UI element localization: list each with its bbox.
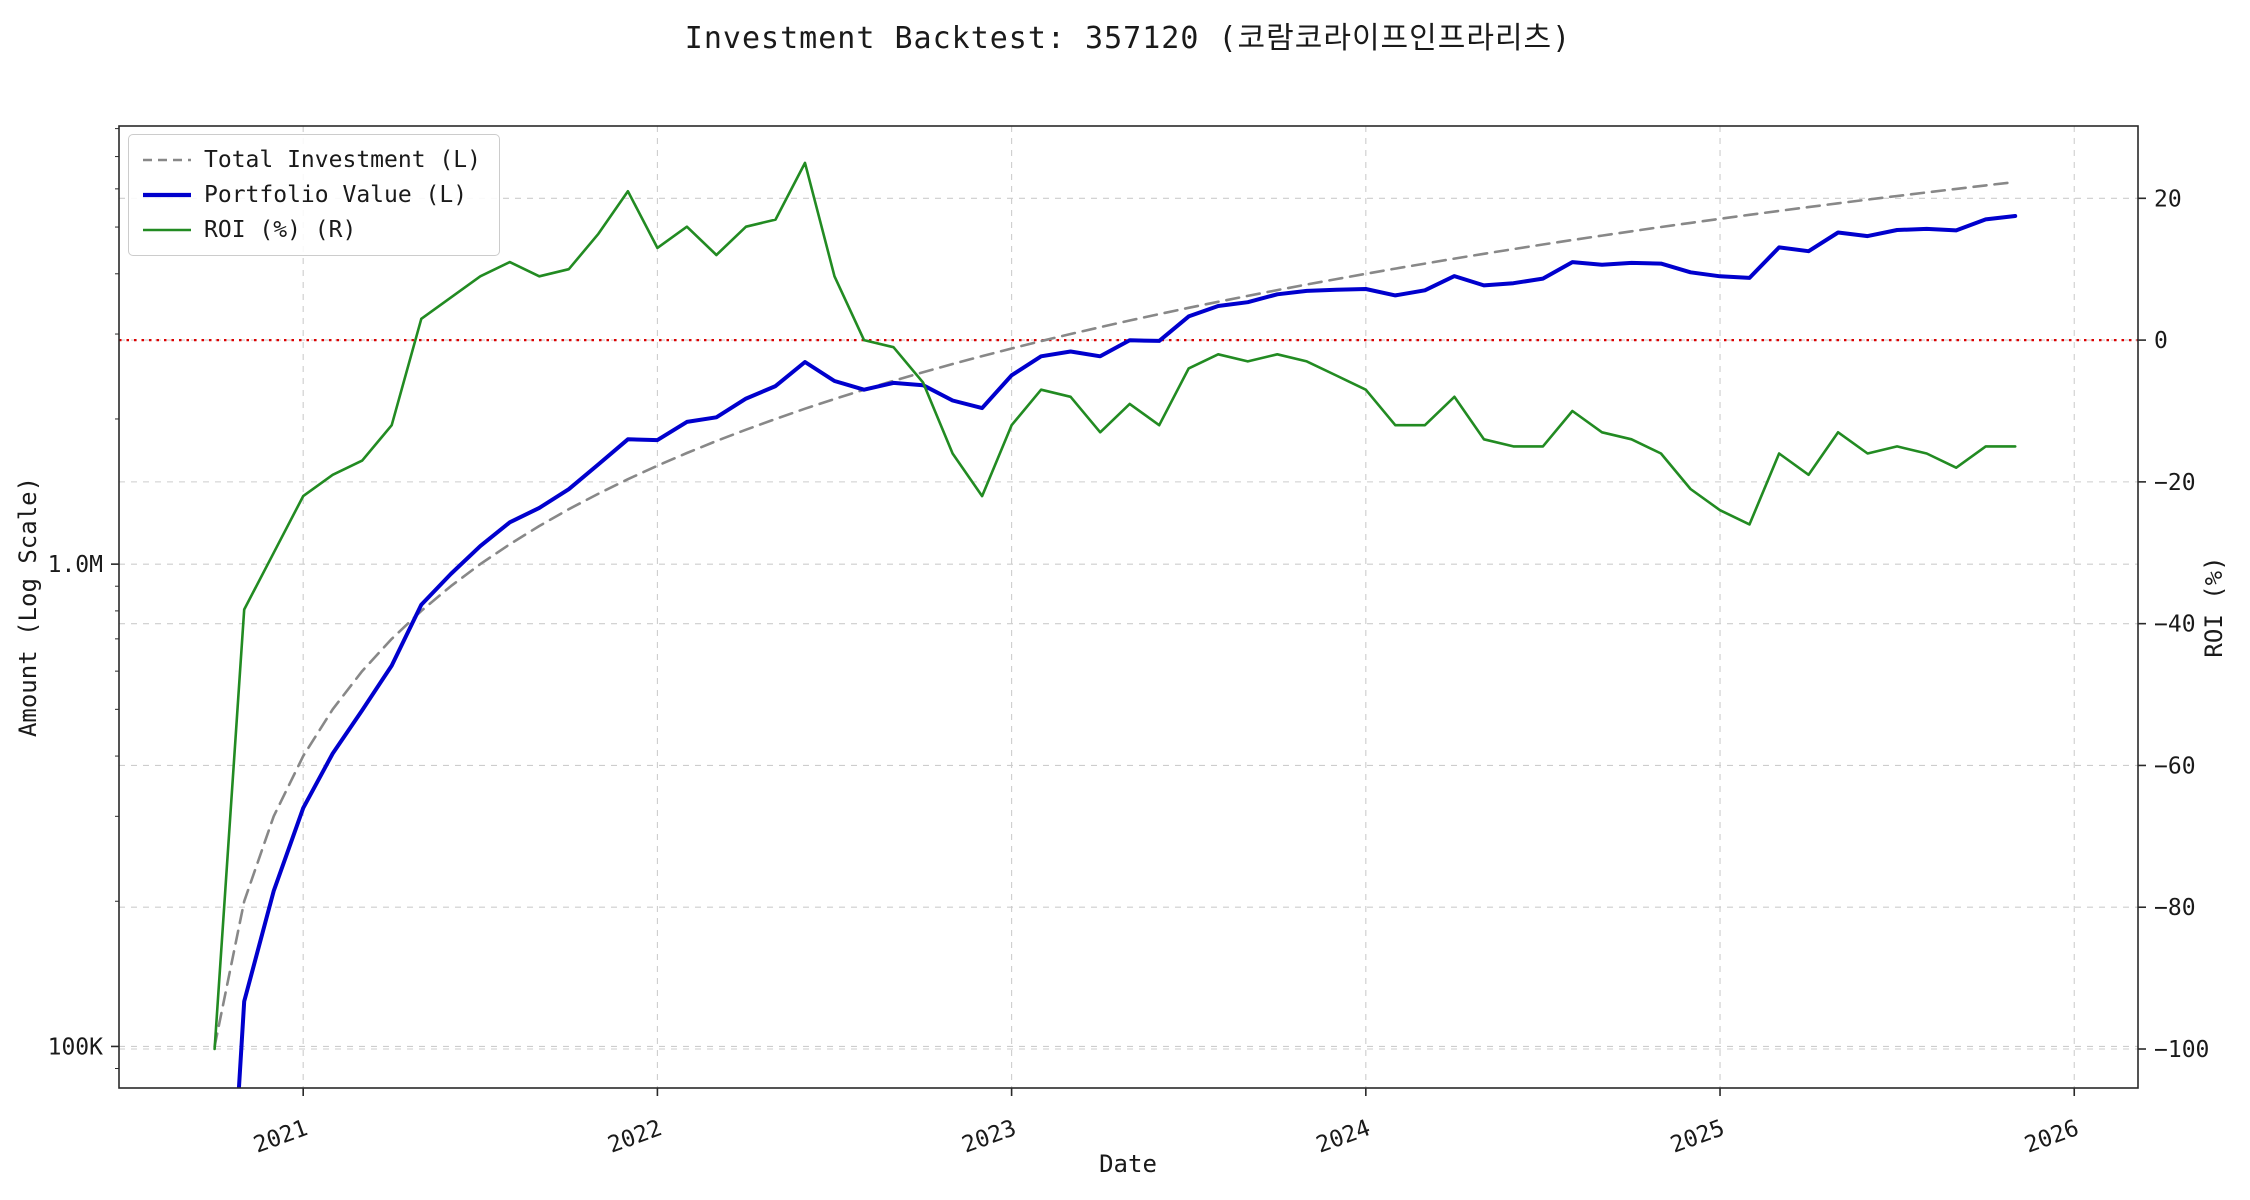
x-tick-label: 2025 bbox=[1667, 1115, 1728, 1158]
x-tick-label: 2021 bbox=[250, 1115, 311, 1158]
x-tick-label: 2022 bbox=[605, 1115, 666, 1158]
legend-item-roi: ROI (%) (R) bbox=[143, 217, 481, 243]
x-tick-label: 2024 bbox=[1313, 1115, 1374, 1158]
right-tick-label: 0 bbox=[2154, 328, 2168, 354]
legend: Total Investment (L) Portfolio Value (L)… bbox=[128, 134, 500, 256]
right-axis-label: ROI (%) bbox=[2200, 556, 2228, 657]
portfolio-value-line bbox=[236, 214, 2018, 1088]
legend-item-total-investment: Total Investment (L) bbox=[143, 147, 481, 173]
legend-item-portfolio-value: Portfolio Value (L) bbox=[143, 182, 481, 208]
left-tick-label: 100K bbox=[48, 1034, 104, 1060]
right-tick-label: −20 bbox=[2154, 470, 2196, 496]
series-lines bbox=[213, 161, 2018, 1088]
x-tick-label: 2023 bbox=[959, 1115, 1020, 1158]
total-investment-line bbox=[213, 180, 2017, 1048]
right-tick-label: −80 bbox=[2154, 895, 2196, 921]
right-tick-label: −100 bbox=[2154, 1037, 2209, 1063]
portfolio-value-line-swatch bbox=[143, 192, 191, 198]
axis-ticks: 2021 2022 2023 2024 2025 2026 20 0 −20 −40 −60 −80 −… bbox=[48, 128, 2209, 1159]
left-axis-label: Amount (Log Scale) bbox=[14, 477, 42, 737]
roi-line-swatch bbox=[143, 228, 191, 232]
right-tick-label: −60 bbox=[2154, 753, 2196, 779]
roi-line bbox=[213, 161, 2017, 1051]
total-investment-line-swatch bbox=[143, 158, 191, 162]
x-tick-label: 2026 bbox=[2021, 1115, 2082, 1158]
legend-label-total-investment: Total Investment (L) bbox=[204, 147, 481, 173]
plot-border bbox=[118, 125, 2139, 1089]
chart-title: Investment Backtest: 357120 (코람코라이프인프라리츠… bbox=[685, 21, 1571, 56]
legend-label-portfolio-value: Portfolio Value (L) bbox=[204, 182, 468, 208]
legend-label-roi: ROI (%) (R) bbox=[204, 217, 357, 243]
left-tick-label: 1.0M bbox=[48, 552, 103, 578]
right-tick-label: −40 bbox=[2154, 612, 2196, 638]
right-tick-label: 20 bbox=[2154, 186, 2182, 212]
x-axis-label: Date bbox=[1099, 1150, 1157, 1178]
